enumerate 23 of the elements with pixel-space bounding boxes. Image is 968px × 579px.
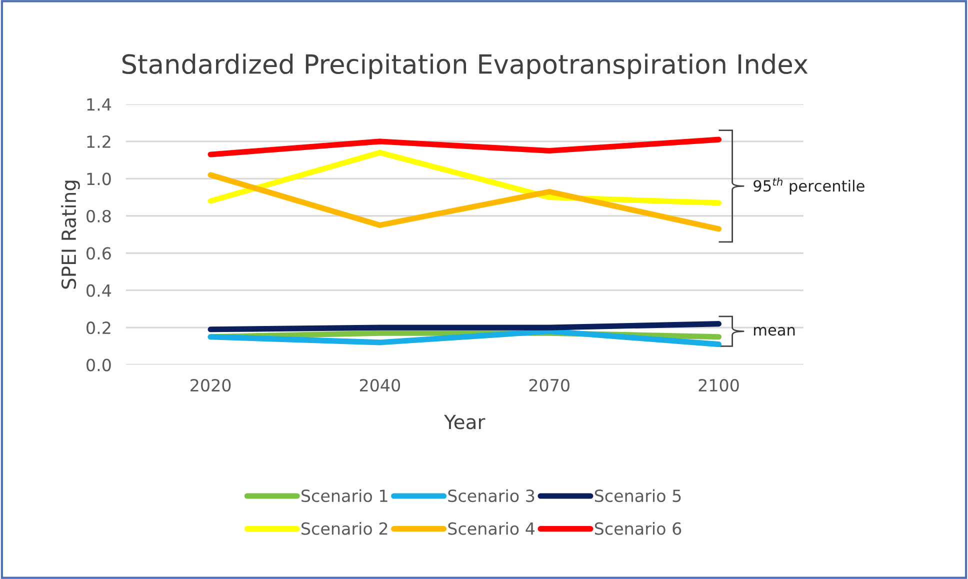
annotation: 95$^{th}$ percentile	[754, 177, 864, 195]
y-tick-label: 0.2	[86, 322, 110, 334]
y-tick-label: 0.8	[86, 210, 111, 222]
legend-label: Scenario 2	[302, 522, 388, 535]
y-tick-label: 1.0	[87, 172, 111, 186]
y-axis-title: SPEI Rating	[61, 180, 80, 289]
legend-label: Scenario 6	[594, 522, 682, 535]
legend-label: Scenario 1	[302, 489, 388, 502]
legend-label: Scenario 4	[448, 522, 535, 535]
x-tick-label: 2070	[529, 378, 570, 392]
y-tick-label: 1.2	[87, 135, 110, 148]
y-tick-label: 0.4	[86, 284, 112, 297]
y-tick-label: 0.0	[86, 358, 111, 372]
x-tick-label: 2040	[360, 378, 400, 392]
annotation: mean	[754, 326, 795, 336]
legend-label: Scenario 5	[594, 489, 681, 502]
x-axis-title: Year	[444, 414, 486, 430]
y-tick-label: 1.4	[87, 98, 112, 111]
chart-title: Standardized Precipitation Evapotranspiration Index	[122, 54, 808, 80]
x-tick-label: 2100	[698, 378, 739, 392]
y-tick-label: 0.6	[86, 247, 111, 260]
legend-label: Scenario 3	[448, 489, 534, 502]
x-tick-label: 2020	[190, 378, 231, 392]
